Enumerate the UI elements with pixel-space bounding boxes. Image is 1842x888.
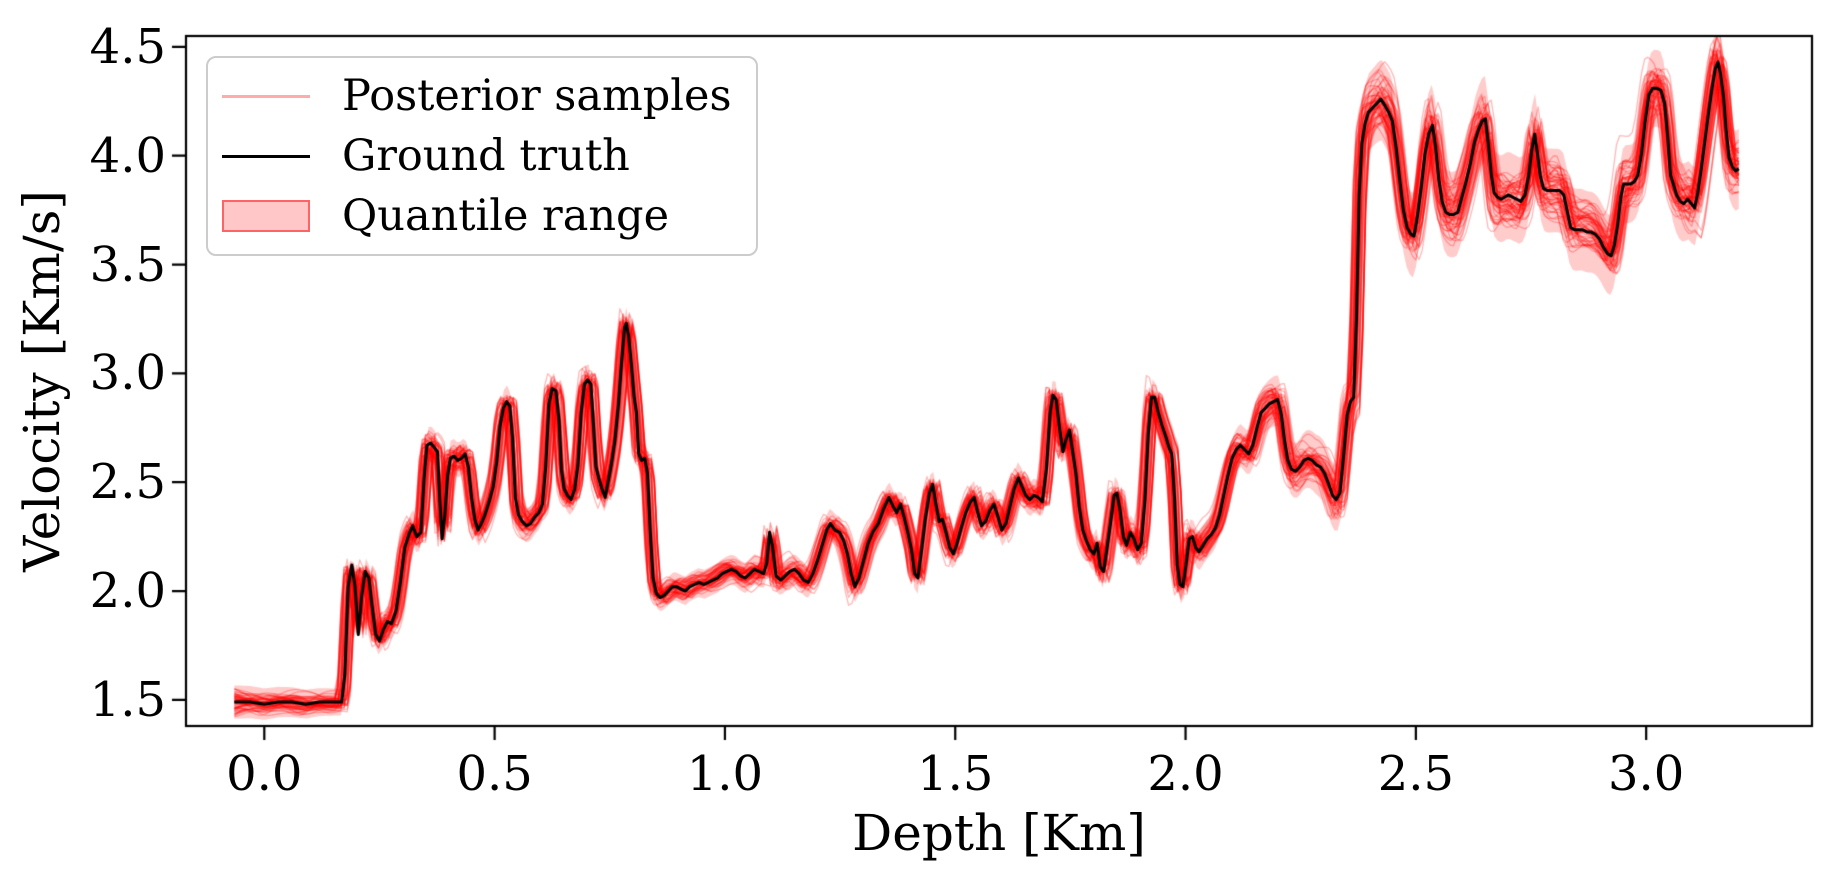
y-tick-label: 2.0	[89, 563, 166, 620]
legend-label: Posterior samples	[342, 70, 732, 121]
posterior-samples-line-icon	[222, 94, 310, 98]
legend-label: Quantile range	[342, 190, 670, 241]
x-tick-label: 1.5	[917, 746, 994, 802]
y-tick-label: 3.5	[89, 236, 166, 293]
y-tick-label: 4.5	[89, 18, 166, 75]
x-tick-label: 2.5	[1377, 746, 1455, 802]
legend: Posterior samples Ground truth Quantile …	[206, 56, 758, 256]
y-tick-label: 2.5	[89, 454, 166, 511]
legend-item-quantile-range: Quantile range	[208, 186, 732, 246]
legend-item-posterior-samples: Posterior samples	[208, 66, 732, 126]
x-tick-label: 1.0	[686, 746, 764, 802]
legend-label: Ground truth	[342, 130, 630, 181]
x-tick-label: 0.0	[226, 746, 303, 802]
y-tick-label: 3.0	[89, 345, 166, 402]
y-tick-label: 4.0	[89, 127, 166, 184]
y-tick-label: 1.5	[89, 671, 166, 728]
legend-item-ground-truth: Ground truth	[208, 126, 732, 186]
x-tick-label: 2.0	[1147, 746, 1224, 802]
x-axis-label: Depth [Km]	[852, 804, 1146, 862]
quantile-range-patch-icon	[222, 200, 310, 232]
ground-truth-line-icon	[222, 154, 310, 158]
x-tick-label: 3.0	[1608, 746, 1685, 802]
x-tick-label: 0.5	[456, 746, 533, 802]
